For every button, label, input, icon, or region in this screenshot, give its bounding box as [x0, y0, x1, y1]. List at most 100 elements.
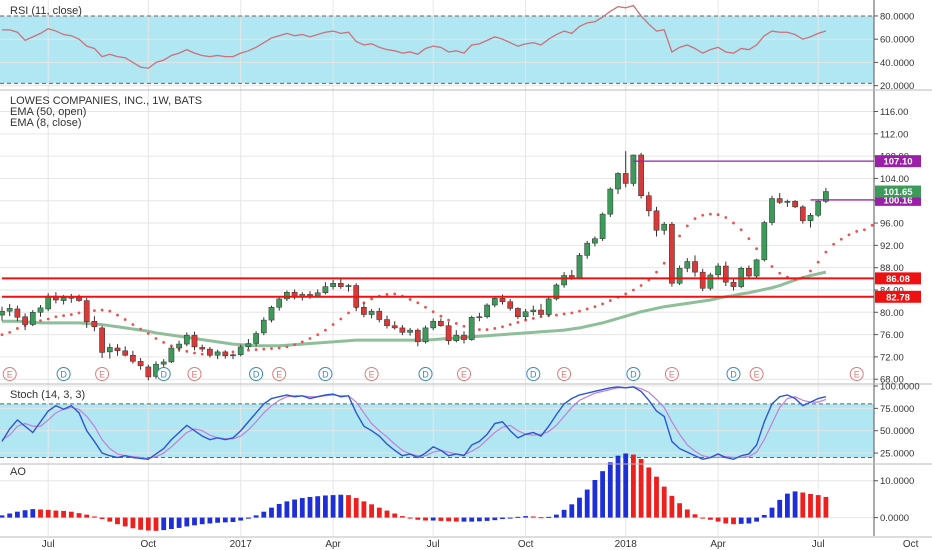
ao-bar: [546, 516, 552, 518]
candle-body: [168, 347, 175, 363]
ao-bar: [554, 514, 559, 518]
candle-body: [453, 334, 460, 341]
ema8-dot: [154, 337, 158, 340]
candle-body: [484, 304, 490, 317]
ao-bar: [107, 517, 113, 522]
price-tick-label: 96.00: [880, 219, 904, 230]
ema8-dot: [870, 223, 874, 227]
dividend-marker: [526, 367, 541, 381]
ao-bar: [761, 515, 767, 518]
ao-bar: [731, 517, 736, 525]
event-marker-label: D: [253, 370, 260, 380]
ao-bar: [338, 494, 344, 518]
candle-body: [230, 354, 236, 357]
ao-bar: [500, 517, 505, 520]
ao-bar: [538, 517, 544, 519]
candle-body: [445, 325, 452, 341]
ao-tick-label: 0.0000: [880, 513, 909, 524]
price-tick-label: 68.00: [880, 375, 904, 386]
ema8-dot: [493, 327, 497, 330]
candle-body: [722, 265, 729, 283]
ao-bar: [654, 476, 659, 518]
ao-bar: [569, 504, 575, 518]
candle-body: [491, 298, 498, 306]
candle-body: [468, 317, 475, 340]
ema8-dot: [839, 237, 843, 241]
ema8-dot: [408, 298, 412, 301]
earnings-marker: [187, 367, 202, 381]
event-marker-label: E: [369, 370, 375, 380]
ema8-dot: [54, 315, 58, 319]
candle-body: [237, 346, 244, 355]
ao-bar: [600, 471, 605, 518]
rsi-pane[interactable]: [0, 4, 874, 84]
event-marker-label: E: [99, 370, 105, 380]
ema8-dot: [639, 284, 643, 287]
event-marker-label: E: [854, 370, 860, 380]
price-tick-label: 116.00: [880, 107, 908, 118]
dividend-marker: [418, 367, 433, 381]
rsi-band: [0, 15, 874, 84]
ao-bar: [222, 517, 228, 523]
ema8-dot: [624, 292, 628, 296]
ao-bar: [15, 511, 20, 518]
candle-body: [361, 307, 367, 315]
ema8-dot: [655, 270, 658, 274]
candle-body: [122, 350, 129, 356]
candle-body: [584, 242, 591, 256]
dividend-marker: [318, 367, 333, 381]
ema8-dot: [863, 228, 866, 232]
candle-body: [91, 320, 98, 328]
candle-body: [414, 329, 421, 343]
candle-body: [461, 334, 467, 340]
x-tick-label: Oct: [141, 539, 157, 550]
event-marker-label: D: [60, 370, 67, 380]
ema8-dot: [62, 314, 65, 318]
candle-body: [368, 310, 375, 315]
candle-body: [183, 334, 190, 345]
candle-body: [515, 308, 521, 317]
ema50-line: [2, 270, 827, 348]
stoch-pane[interactable]: [0, 386, 874, 461]
ema8-dot: [347, 311, 350, 315]
event-marker-label: E: [669, 370, 675, 380]
ema8-dot: [424, 305, 427, 309]
ao-bar: [792, 491, 798, 518]
candle-body: [60, 297, 67, 301]
rsi-title: RSI (11, close): [10, 5, 82, 17]
candle-body: [746, 267, 752, 277]
earnings-marker: [557, 367, 572, 381]
price-tick-label: 72.00: [880, 352, 904, 363]
ao-bar: [677, 503, 682, 518]
candle-body: [0, 310, 5, 316]
ema8-dot: [809, 269, 812, 273]
candle-body: [799, 206, 806, 222]
ema8-dot: [832, 242, 835, 246]
ao-bar: [261, 511, 267, 518]
ema8-dot: [454, 322, 458, 325]
ao-bar: [738, 517, 744, 524]
ao-bar: [138, 517, 143, 530]
ao-pane[interactable]: [0, 453, 829, 531]
ema8-dot: [231, 350, 235, 354]
dividend-marker: [249, 367, 264, 381]
candle-body: [22, 316, 28, 325]
ao-bar: [769, 507, 775, 518]
ao-bar: [815, 495, 821, 518]
candle-body: [222, 351, 229, 357]
x-tick-label: Jul: [427, 539, 440, 550]
ema8-dot: [170, 344, 173, 348]
ao-bar: [577, 497, 582, 518]
level-price-label: 86.08: [886, 274, 910, 285]
ao-bar: [346, 495, 351, 518]
ema8-dot: [277, 346, 281, 350]
candle-body: [376, 310, 383, 320]
ao-bar: [68, 511, 74, 518]
ema8-dot: [724, 216, 728, 219]
ao-bar: [492, 517, 498, 521]
last-price-label: 101.65: [883, 187, 913, 198]
candle-body: [384, 319, 390, 326]
ema8-dot: [693, 217, 697, 220]
